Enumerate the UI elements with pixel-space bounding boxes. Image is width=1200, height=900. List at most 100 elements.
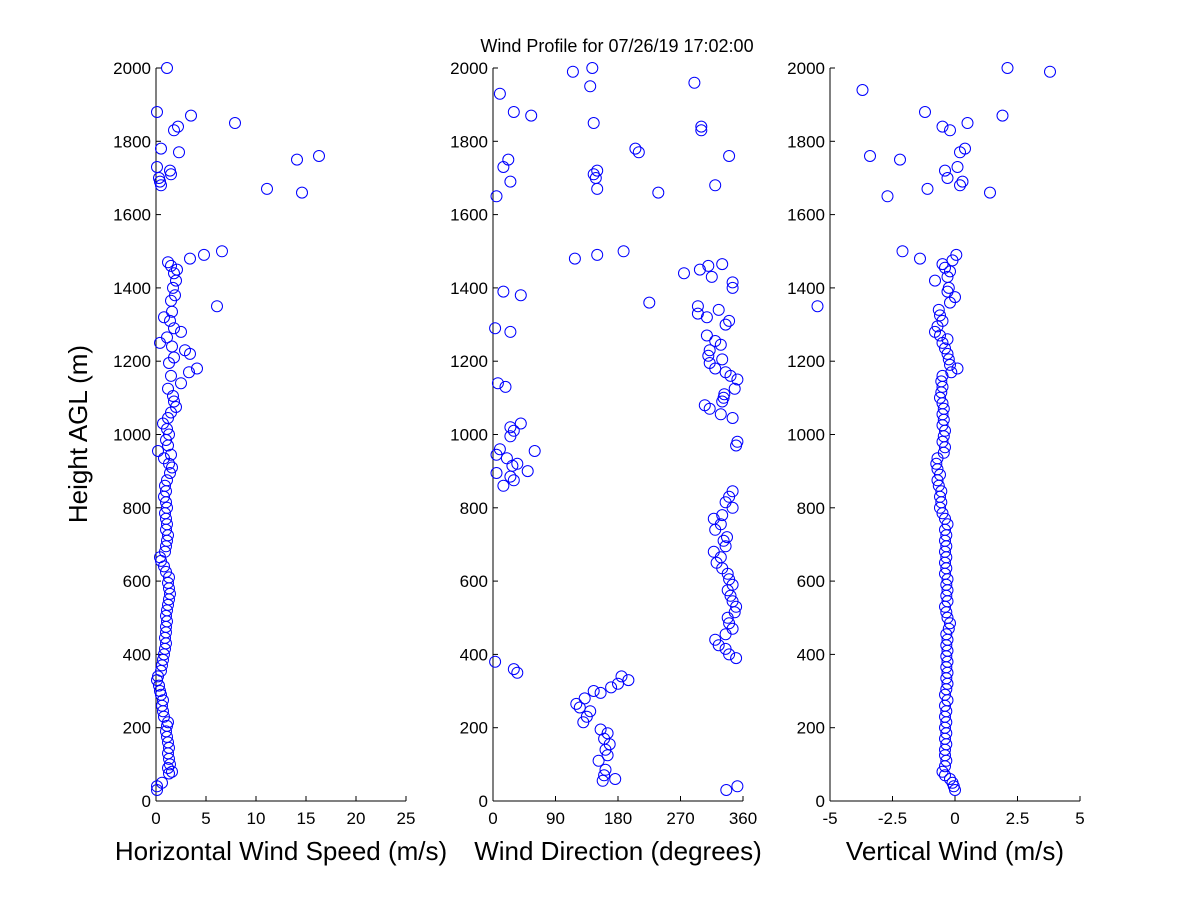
direction-data-point (723, 573, 736, 586)
direction-data-point (514, 289, 527, 302)
vertical-data-point (936, 369, 949, 382)
vertical-x-tick-label: 0 (950, 809, 959, 828)
speed-data-point (166, 461, 178, 474)
direction-data-point (568, 252, 581, 265)
vertical-data-point (961, 117, 974, 129)
speed-y-tick-label: 1200 (113, 352, 151, 371)
direction-data-point (691, 307, 704, 320)
vertical-y-tick-label: 400 (797, 645, 825, 664)
direction-data-point (514, 417, 527, 430)
direction-data-point (528, 445, 541, 457)
direction-data-point (726, 412, 739, 424)
direction-y-tick-label: 800 (460, 499, 488, 518)
direction-data-point (691, 300, 704, 313)
direction-data-point (507, 663, 520, 676)
direction-data-point (719, 642, 732, 655)
direction-y-tick-label: 1000 (450, 426, 488, 445)
speed-data-point (164, 467, 176, 479)
direction-data-point (504, 421, 517, 434)
direction-data-point (504, 175, 517, 188)
direction-data-point (500, 452, 513, 465)
speed-data-point (173, 146, 185, 159)
direction-y-tick-label: 1800 (450, 132, 488, 151)
vertical-y-tick-label: 0 (816, 792, 825, 811)
direction-data-point (723, 314, 736, 327)
direction-data-point (584, 80, 597, 93)
direction-data-point (632, 146, 645, 159)
vertical-data-point (894, 153, 906, 166)
direction-y-tick-label: 0 (479, 792, 488, 811)
direction-data-point (702, 259, 715, 272)
vertical-y-tick-label: 1400 (787, 279, 825, 298)
speed-data-point (211, 300, 223, 313)
figure-title: Wind Profile for 07/26/19 17:02:00 (480, 36, 753, 56)
direction-data-point (591, 164, 604, 177)
direction-data-point (489, 655, 502, 668)
speed-data-point (155, 142, 167, 155)
speed-y-tick-label: 1600 (113, 206, 151, 225)
direction-x-tick-label: 90 (546, 809, 565, 828)
direction-data-point (721, 531, 733, 544)
direction-data-point (709, 179, 722, 192)
vertical-data-point (811, 300, 824, 313)
vertical-data-point (939, 261, 951, 274)
vertical-data-point (956, 175, 969, 188)
direction-data-point (707, 512, 720, 525)
direction-data-point (695, 124, 708, 137)
direction-data-point (716, 509, 729, 522)
direction-data-point (709, 633, 722, 646)
direction-data-point (719, 366, 732, 379)
direction-data-point (723, 617, 736, 630)
direction-data-point (586, 62, 599, 74)
vertical-x-axis-label: Vertical Wind (m/s) (846, 836, 1064, 866)
speed-data-point (166, 340, 178, 353)
direction-data-point (570, 697, 583, 710)
speed-y-tick-label: 400 (123, 645, 151, 664)
direction-data-point (728, 382, 741, 395)
direction-y-tick-label: 600 (460, 572, 488, 591)
vertical-data-point (941, 611, 954, 624)
vertical-data-point (942, 353, 955, 366)
vertical-data-point (945, 366, 958, 379)
direction-data-point (594, 686, 607, 699)
direction-data-point (716, 353, 729, 366)
speed-data-point (152, 670, 164, 683)
direction-data-point (566, 65, 579, 78)
vertical-data-point (896, 245, 909, 258)
direction-data-point (596, 774, 609, 787)
vertical-x-tick-label: 2.5 (1006, 809, 1030, 828)
speed-data-point (185, 109, 197, 122)
vertical-data-point (1001, 62, 1014, 74)
speed-data-point (152, 445, 164, 457)
direction-data-point (719, 540, 732, 553)
speed-data-point (158, 452, 170, 465)
speed-data-point (198, 248, 210, 261)
vertical-data-point (944, 124, 956, 137)
direction-data-point (726, 276, 739, 289)
speed-data-point (184, 252, 196, 265)
direction-y-tick-label: 200 (460, 719, 488, 738)
speed-data-point (160, 565, 172, 578)
panel-vertical: -5 -2.5 0 2.5 5 0 200 400 600 800 1000 1200 1400 1600… (787, 59, 1085, 866)
speed-data-point (165, 259, 177, 272)
direction-data-point (525, 109, 538, 122)
speed-data-point (161, 474, 173, 487)
vertical-y-tick-label: 1800 (787, 132, 825, 151)
direction-data-point (622, 674, 635, 687)
direction-data-point (573, 701, 586, 714)
direction-data-point (720, 784, 733, 796)
direction-y-tick-label: 1400 (450, 279, 488, 298)
direction-data-point (731, 373, 744, 386)
vertical-data-point (935, 375, 948, 388)
speed-data-point (160, 725, 172, 738)
speed-data-point (175, 377, 187, 390)
direction-data-point (617, 245, 630, 258)
direction-data-point (702, 349, 715, 362)
speed-data-point (166, 765, 178, 778)
direction-data-point (507, 106, 520, 118)
direction-data-point (598, 769, 611, 782)
direction-data-point (587, 117, 600, 129)
speed-data-point (159, 479, 171, 492)
speed-data-point (156, 776, 168, 789)
speed-data-point (161, 331, 173, 344)
